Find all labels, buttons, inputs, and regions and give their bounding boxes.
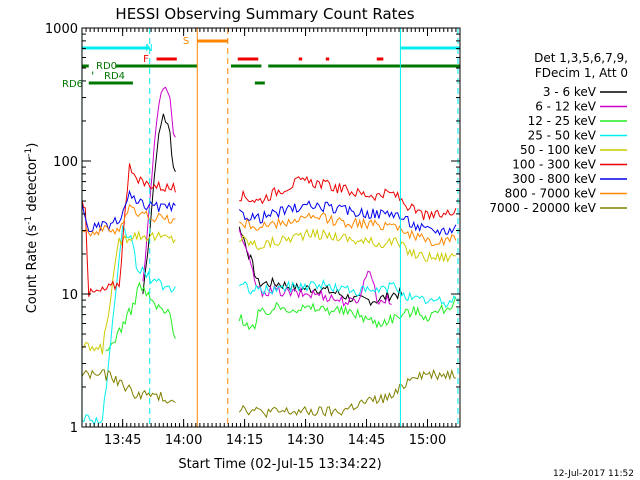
legend-label-7000-20000-kev: 7000 - 20000 keV xyxy=(489,201,596,215)
y-tick-label: 100 xyxy=(53,155,78,170)
series-line-6-12-kev xyxy=(142,86,392,308)
legend-label-12-25-kev: 12 - 25 keV xyxy=(528,114,597,128)
flag-label-rd4: RD4 xyxy=(104,71,125,82)
flag-label-rd6: RD6 xyxy=(62,79,83,90)
x-tick-label: 13:45 xyxy=(104,433,141,448)
x-tick-label: 14:45 xyxy=(348,433,385,448)
series-line-300-800-kev xyxy=(81,189,457,236)
series-line-12-25-kev xyxy=(105,281,457,352)
timestamp: 12-Jul-2017 11:52 xyxy=(553,469,634,479)
x-tick-label: 15:00 xyxy=(409,433,446,448)
x-tick-label: 14:15 xyxy=(226,433,263,448)
legend-label-300-800-kev: 300 - 800 keV xyxy=(512,172,596,186)
series-line-7000-20000-kev xyxy=(81,368,457,419)
y-axis-label-rest: detector xyxy=(25,156,40,216)
flag-label-f: F xyxy=(143,54,149,65)
series-line-25-50-kev xyxy=(81,224,457,427)
legend-label-800-7000-kev: 800 - 7000 keV xyxy=(505,187,597,201)
series-line-3-6-kev xyxy=(142,113,403,307)
y-tick-label: 1000 xyxy=(45,22,78,37)
x-tick-label: 14:00 xyxy=(165,433,202,448)
y-axis-label: Count Rate (s-1 detector-1) xyxy=(24,143,40,314)
y-axis-label-sup2: -1 xyxy=(24,148,34,157)
legend-label-25-50-kev: 25 - 50 keV xyxy=(528,129,597,143)
series-layer xyxy=(81,86,457,427)
flag-label-s: S xyxy=(183,36,189,47)
series-line-800-7000-kev xyxy=(81,203,457,247)
flag-label-rd0: RD0 xyxy=(96,61,117,72)
axis-layer: 1 10 100 1000 13:45 14:00 14:15 14:30 14:45 15:00 xyxy=(45,22,460,448)
legend: Det 1,3,5,6,7,9, FDecim 1, Att 0 3 - 6 k… xyxy=(489,51,628,215)
flag-label-n: N xyxy=(145,43,152,54)
y-axis-label-end: ) xyxy=(25,143,40,148)
legend-label-6-12-kev: 6 - 12 keV xyxy=(535,100,597,114)
series-line-100-300-kev xyxy=(81,163,457,297)
legend-header-1: Det 1,3,5,6,7,9, xyxy=(534,51,628,65)
series-line-50-100-kev xyxy=(81,227,456,355)
y-axis-label-sup: -1 xyxy=(24,216,34,225)
legend-label-100-300-kev: 100 - 300 keV xyxy=(512,158,596,172)
legend-label-3-6-kev: 3 - 6 keV xyxy=(543,85,597,99)
plot-frame xyxy=(81,27,461,428)
y-tick-label: 1 xyxy=(70,421,78,436)
y-axis-label-main: Count Rate (s xyxy=(25,225,40,314)
x-tick-label: 14:30 xyxy=(287,433,324,448)
legend-header-2: FDecim 1, Att 0 xyxy=(535,66,628,80)
y-tick-label: 10 xyxy=(61,288,78,303)
chart-title: HESSI Observing Summary Count Rates xyxy=(115,5,414,23)
x-axis-label: Start Time (02-Jul-15 13:34:22) xyxy=(178,457,381,472)
legend-label-50-100-kev: 50 - 100 keV xyxy=(520,143,597,157)
